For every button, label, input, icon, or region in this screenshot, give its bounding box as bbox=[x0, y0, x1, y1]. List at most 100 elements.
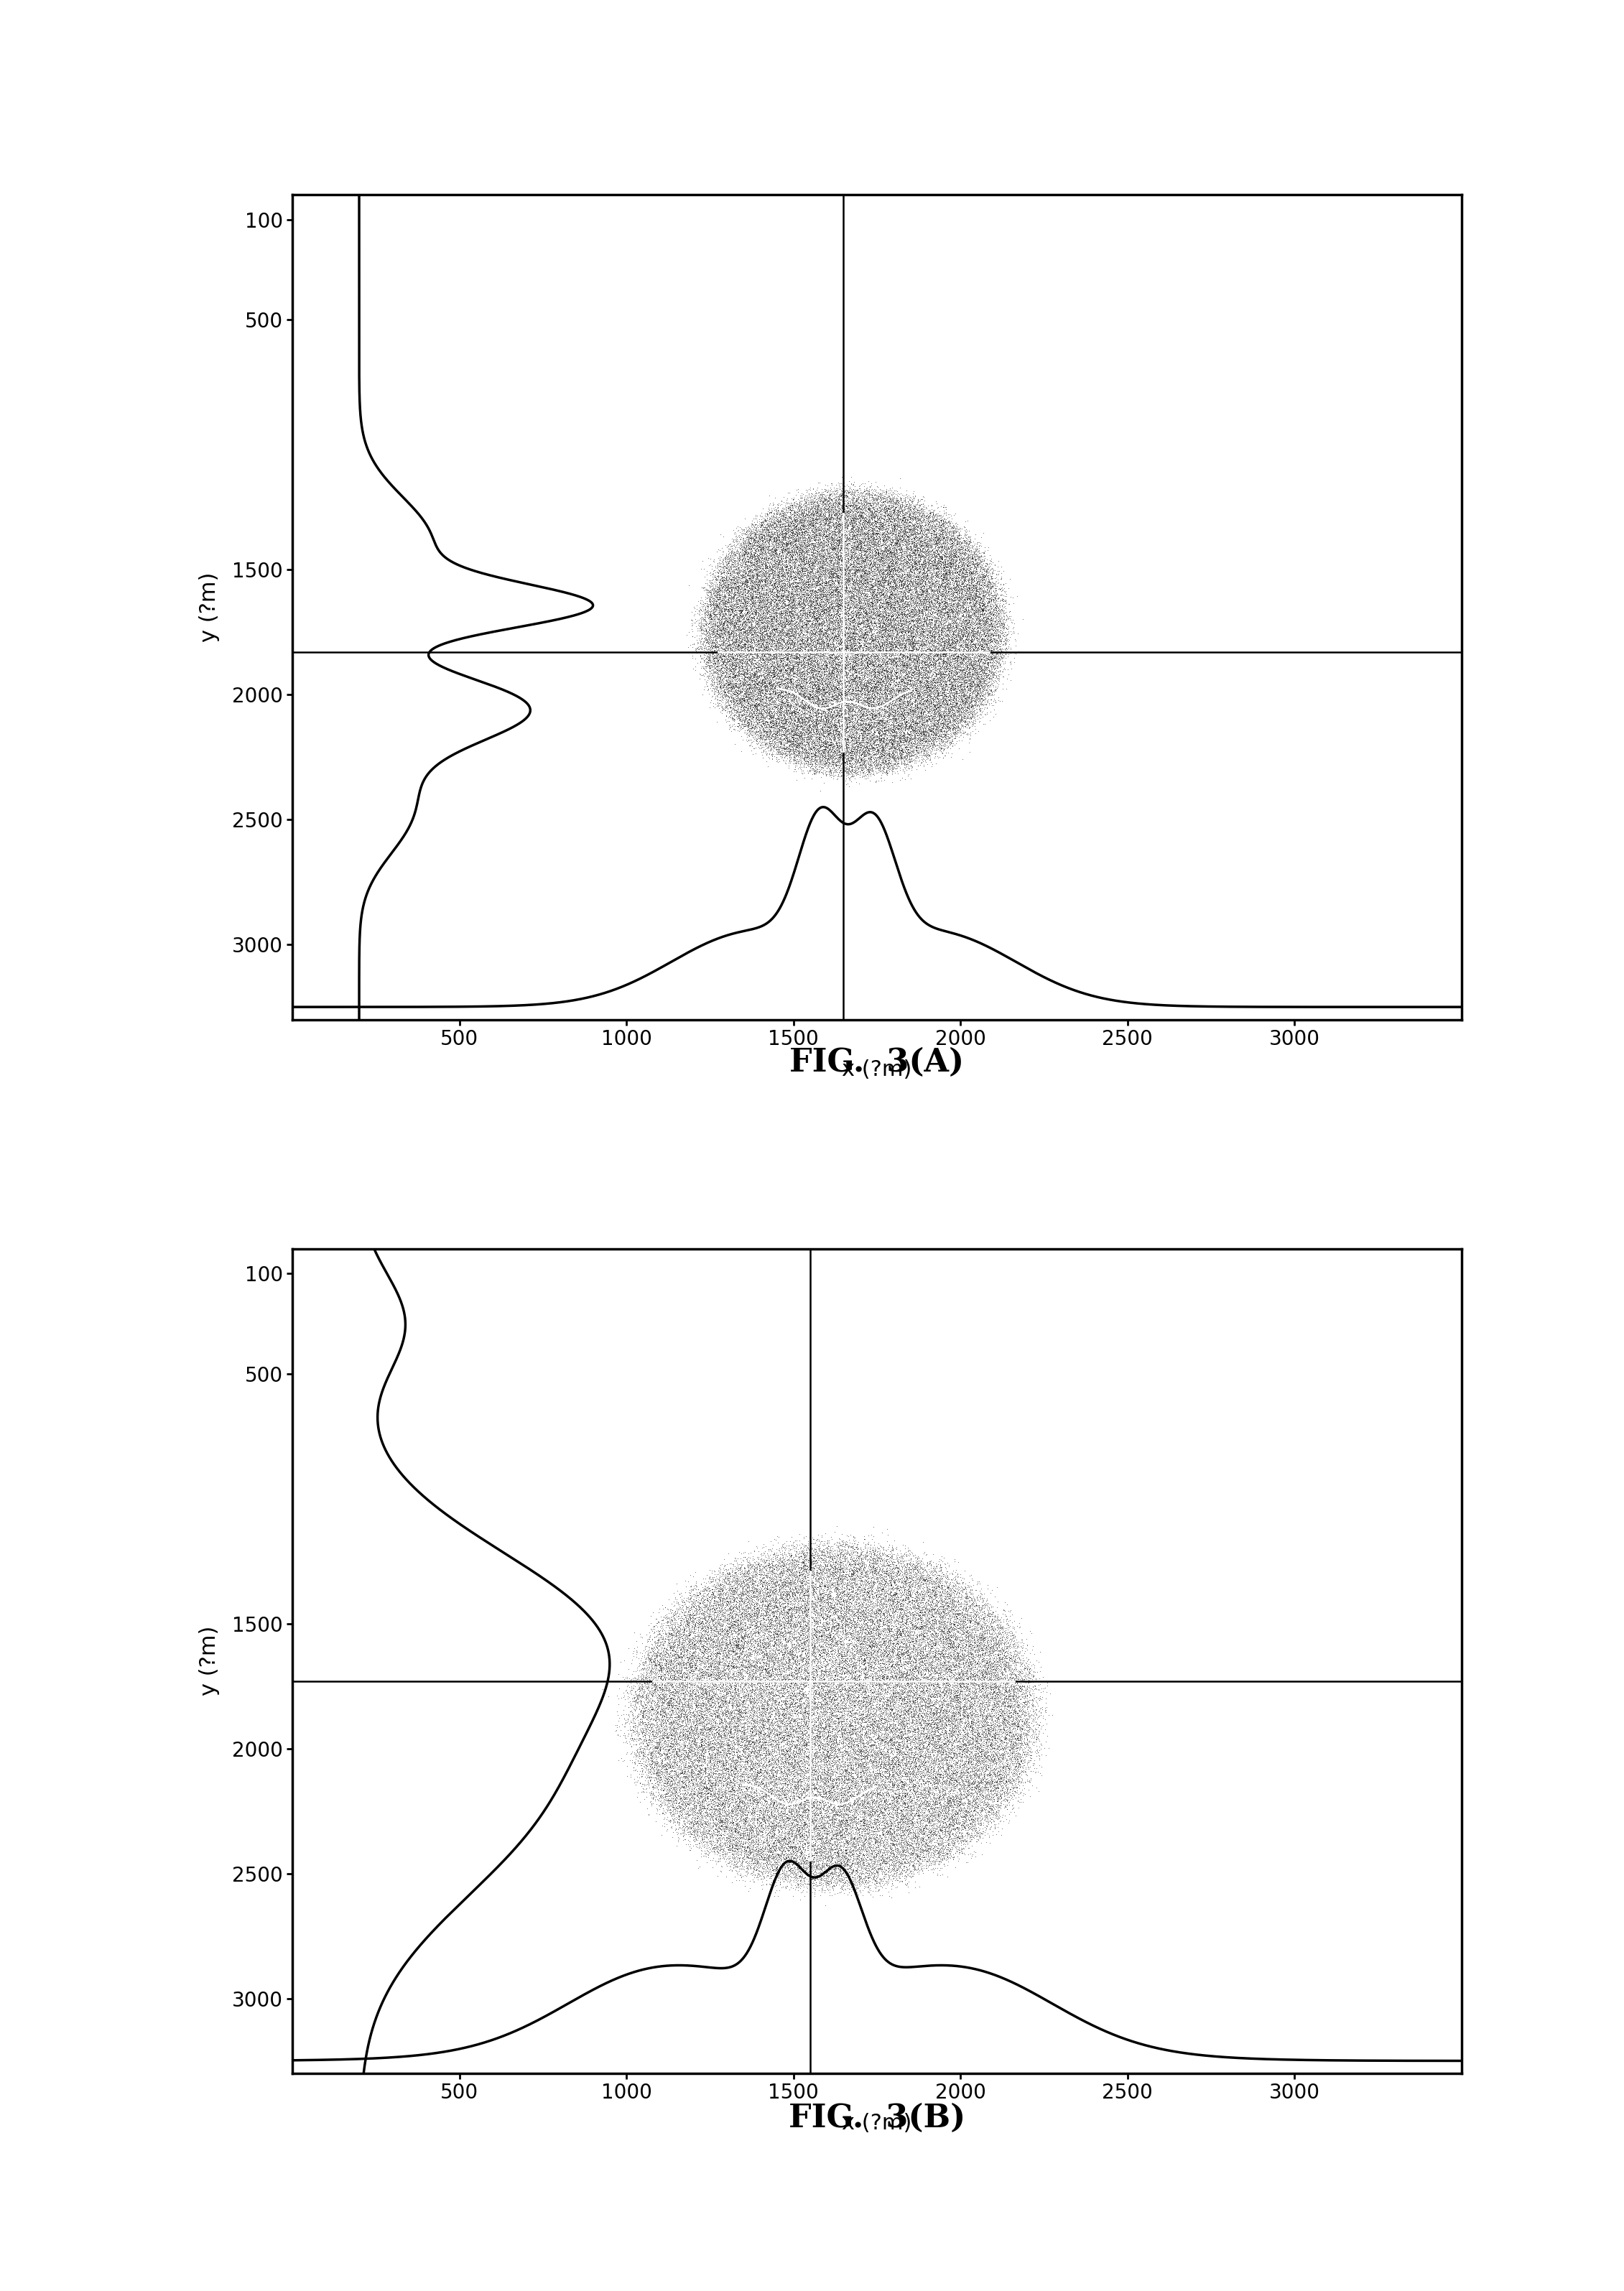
Point bbox=[986, 605, 1012, 641]
Point bbox=[875, 1629, 901, 1666]
Point bbox=[1004, 1679, 1030, 1716]
Point bbox=[770, 655, 796, 692]
Point bbox=[867, 1698, 893, 1734]
Point bbox=[734, 1851, 760, 1888]
Point bbox=[843, 1682, 869, 1718]
Point bbox=[823, 717, 849, 754]
Point bbox=[882, 1805, 908, 1842]
Point bbox=[831, 699, 857, 735]
Point bbox=[906, 1702, 932, 1739]
Point bbox=[916, 598, 942, 635]
Point bbox=[754, 1617, 780, 1654]
Point bbox=[809, 525, 835, 561]
Point bbox=[739, 724, 765, 761]
Point bbox=[979, 1682, 1005, 1718]
Point bbox=[973, 589, 999, 625]
Point bbox=[705, 1656, 731, 1693]
Point bbox=[822, 1691, 848, 1727]
Point bbox=[1000, 1675, 1026, 1711]
Point bbox=[692, 1679, 718, 1716]
Point bbox=[900, 1627, 926, 1663]
Point bbox=[661, 1624, 687, 1661]
Point bbox=[796, 639, 822, 676]
Point bbox=[762, 559, 788, 596]
Point bbox=[903, 1608, 929, 1645]
Point bbox=[927, 1778, 953, 1814]
Point bbox=[924, 710, 950, 747]
Point bbox=[994, 598, 1020, 635]
Point bbox=[893, 1670, 919, 1707]
Point bbox=[815, 1672, 841, 1709]
Point bbox=[877, 552, 903, 589]
Point bbox=[651, 1725, 677, 1762]
Point bbox=[859, 490, 885, 527]
Point bbox=[840, 1725, 866, 1762]
Point bbox=[828, 1863, 854, 1899]
Point bbox=[736, 694, 762, 731]
Point bbox=[940, 1698, 966, 1734]
Point bbox=[872, 488, 898, 525]
Point bbox=[768, 1592, 794, 1629]
Point bbox=[986, 1734, 1012, 1771]
Point bbox=[780, 1686, 806, 1723]
Point bbox=[848, 1840, 874, 1876]
Point bbox=[890, 1771, 916, 1808]
Point bbox=[950, 1727, 976, 1764]
Point bbox=[752, 1805, 778, 1842]
Point bbox=[810, 483, 836, 520]
Point bbox=[896, 612, 922, 648]
Point bbox=[857, 641, 883, 678]
Point bbox=[755, 557, 781, 593]
Point bbox=[747, 694, 773, 731]
Point bbox=[960, 625, 986, 662]
Point bbox=[788, 543, 814, 580]
Point bbox=[833, 1560, 859, 1597]
Point bbox=[732, 1645, 758, 1682]
Point bbox=[628, 1702, 654, 1739]
Point bbox=[806, 1769, 831, 1805]
Point bbox=[741, 559, 767, 596]
Point bbox=[809, 541, 835, 577]
Point bbox=[820, 506, 846, 543]
Point bbox=[719, 1556, 745, 1592]
Point bbox=[909, 722, 935, 758]
Point bbox=[812, 1705, 838, 1741]
Point bbox=[976, 669, 1002, 706]
Point bbox=[856, 1819, 882, 1856]
Point bbox=[814, 1835, 840, 1872]
Point bbox=[913, 1718, 939, 1755]
Point bbox=[973, 1762, 999, 1798]
Point bbox=[922, 637, 948, 674]
Point bbox=[942, 568, 968, 605]
Point bbox=[684, 1709, 710, 1746]
Point bbox=[900, 1833, 926, 1869]
Point bbox=[989, 605, 1015, 641]
Point bbox=[789, 570, 815, 607]
Point bbox=[789, 1721, 815, 1757]
Point bbox=[866, 715, 892, 751]
Point bbox=[885, 522, 911, 559]
Point bbox=[752, 630, 778, 667]
Point bbox=[814, 1551, 840, 1588]
Point bbox=[840, 1592, 866, 1629]
Point bbox=[705, 1711, 731, 1748]
Point bbox=[947, 630, 973, 667]
Point bbox=[788, 499, 814, 536]
Point bbox=[794, 1766, 820, 1803]
Point bbox=[940, 1798, 966, 1835]
Point bbox=[765, 1551, 791, 1588]
Point bbox=[828, 685, 854, 722]
Point bbox=[918, 534, 944, 570]
Point bbox=[703, 614, 729, 651]
Point bbox=[754, 651, 780, 687]
Point bbox=[874, 1592, 900, 1629]
Point bbox=[742, 1567, 768, 1604]
Point bbox=[918, 1627, 944, 1663]
Point bbox=[1020, 1686, 1046, 1723]
Point bbox=[893, 706, 919, 742]
Point bbox=[818, 580, 844, 616]
Point bbox=[914, 591, 940, 628]
Point bbox=[817, 1540, 843, 1576]
Point bbox=[856, 1847, 882, 1883]
Point bbox=[656, 1737, 682, 1773]
